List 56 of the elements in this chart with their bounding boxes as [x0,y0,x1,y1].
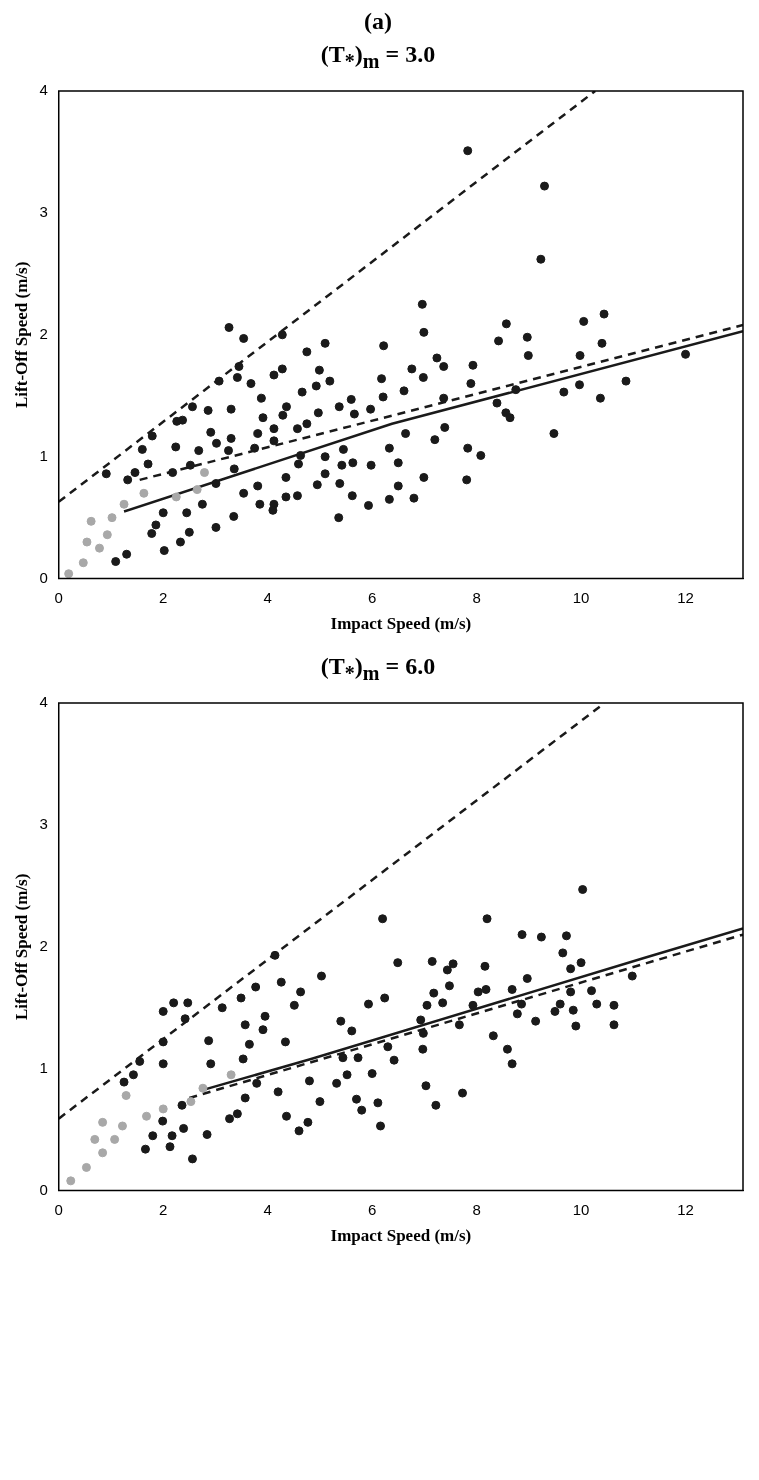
x-tick-label: 10 [572,1200,590,1218]
y-tick-label: 4 [39,692,48,710]
point [158,1104,168,1114]
point [121,1090,131,1100]
y-tick-label: 0 [39,568,48,586]
point [192,484,202,494]
y-tick-label: 4 [39,80,48,98]
x-tick-label: 0 [54,588,63,606]
x-tick-label: 10 [572,588,590,606]
point [98,1147,108,1157]
point [81,1162,91,1172]
y-tick-label: 2 [39,936,48,954]
chart-title: (T$_{*}$)$_{m}$ = 6.0 [319,652,437,685]
point [86,516,96,526]
y-axis-title: Lift-Off Speed (m/s) [11,873,31,1020]
x-tick-label: 0 [54,1200,63,1218]
y-tick-label: 1 [39,1058,48,1076]
point [107,512,117,522]
point [94,543,104,553]
point [66,1175,76,1185]
point [98,1117,108,1127]
point [141,1111,151,1121]
x-tick-label: 4 [263,1200,272,1218]
point [119,499,129,509]
y-tick-label: 0 [39,1180,48,1198]
x-tick-label: 4 [263,588,272,606]
x-tick-label: 8 [472,588,481,606]
point [226,1069,236,1079]
point [64,569,74,579]
x-tick-label: 6 [367,1200,377,1218]
x-axis-title: Impact Speed (m/s) [330,1225,472,1245]
point [102,530,112,540]
chart-title: (T$_{*}$)$_{m}$ = 3.0 [319,41,437,73]
y-axis-title: Lift-Off Speed (m/s) [11,261,31,408]
x-tick-label: 12 [677,1200,694,1218]
y-tick-label: 3 [39,814,48,832]
y-tick-label: 2 [39,324,48,342]
point [199,467,209,477]
point [139,488,149,498]
y-tick-label: 1 [39,446,48,464]
point [117,1121,127,1131]
x-tick-label: 2 [159,1200,168,1218]
x-tick-label: 8 [472,1200,481,1218]
point [110,1134,120,1144]
point [90,1134,100,1144]
point [198,1083,208,1093]
y-tick-label: 3 [39,202,48,220]
point [186,1096,196,1106]
x-tick-label: 2 [159,588,168,606]
x-axis-title: Impact Speed (m/s) [330,613,472,633]
point [82,537,92,547]
x-tick-label: 6 [367,588,377,606]
x-tick-label: 12 [677,588,694,606]
point [171,492,181,502]
text: (a) [363,8,393,35]
point [78,558,88,568]
